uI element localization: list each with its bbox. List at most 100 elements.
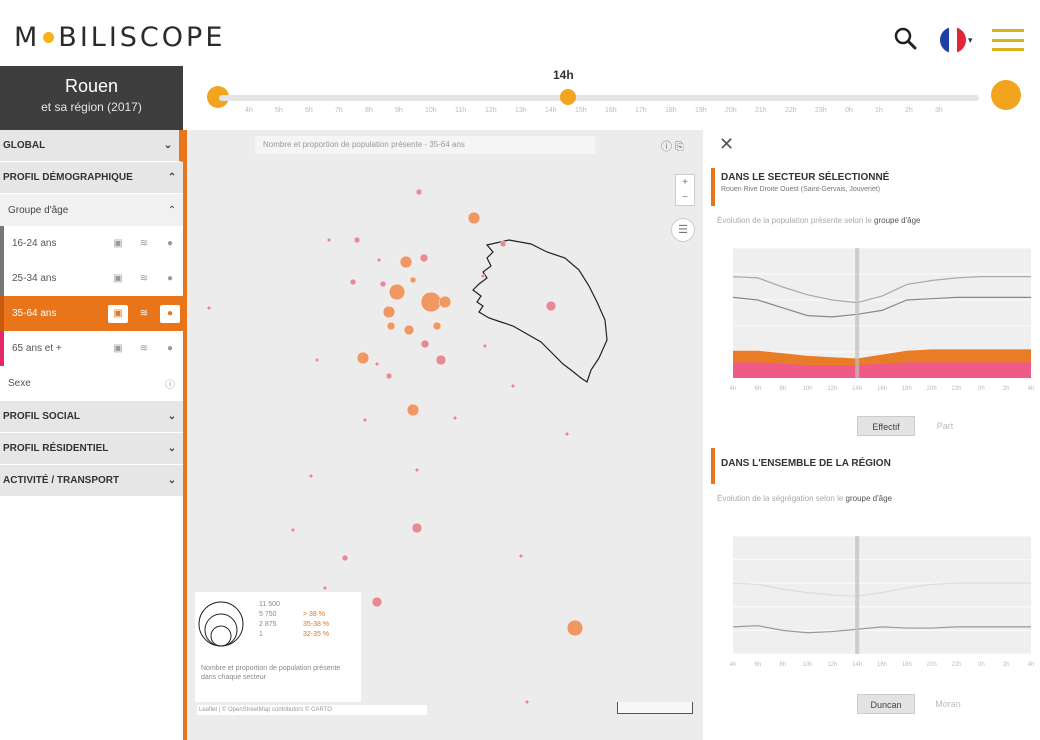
sector-circle[interactable] xyxy=(409,276,417,284)
sector-circle[interactable] xyxy=(341,554,349,562)
sector-circle[interactable] xyxy=(524,699,530,705)
sector-circle[interactable] xyxy=(510,383,516,389)
sector-circle[interactable] xyxy=(419,253,429,263)
sector-circle[interactable] xyxy=(420,339,430,349)
sector-circle[interactable] xyxy=(435,354,447,366)
chart2-control-value[interactable]: groupe d'âge xyxy=(845,494,893,503)
chart-icon[interactable]: ≋ xyxy=(139,308,149,319)
timeline-tick-label[interactable]: 21h xyxy=(755,107,767,114)
sector-circle[interactable] xyxy=(545,300,557,312)
sector-circle[interactable] xyxy=(308,473,314,479)
timeline-tick-label[interactable]: 20h xyxy=(725,107,737,114)
sector-circle[interactable] xyxy=(399,255,413,269)
sidebar-item-25-34[interactable]: 25-34 ans ▣ ≋ ● xyxy=(0,261,183,296)
chart-icon[interactable]: ≋ xyxy=(139,343,149,354)
info-icon[interactable]: ● xyxy=(166,343,174,354)
timeline-tick-label[interactable]: 0h xyxy=(845,107,853,114)
sidebar-item-35-64[interactable]: 35-64 ans ▣ ≋ ● xyxy=(0,296,183,331)
map-icon[interactable]: ▣ xyxy=(108,304,128,323)
sector-circle[interactable] xyxy=(290,527,296,533)
layers-icon[interactable]: ☰ xyxy=(671,218,695,242)
sector-circle[interactable] xyxy=(371,596,383,608)
map-attribution[interactable]: Leaflet | © OpenStreetMap contributors ©… xyxy=(197,705,427,715)
close-icon[interactable]: ✕ xyxy=(719,134,735,154)
timeline-tick-label[interactable]: 19h xyxy=(695,107,707,114)
info-icon[interactable]: ● xyxy=(166,238,174,249)
timeline-handle[interactable] xyxy=(560,89,576,105)
sector-circle[interactable] xyxy=(362,417,368,423)
language-caret-icon[interactable]: ▾ xyxy=(968,35,973,45)
timeline-tick-label[interactable]: 12h xyxy=(485,107,497,114)
sector-circle[interactable] xyxy=(420,291,442,313)
chart2-control[interactable]: Évolution de la ségrégation selon le gro… xyxy=(717,494,1037,503)
part-button[interactable]: Part xyxy=(925,416,965,436)
logo[interactable]: M BILISCOPE xyxy=(14,22,225,53)
sidebar-item-65-plus[interactable]: 65 ans et + ▣ ≋ ● xyxy=(0,331,183,366)
map[interactable]: Nombre et proportion de population prése… xyxy=(183,130,703,740)
sector-circle[interactable] xyxy=(322,585,328,591)
sector-circle[interactable] xyxy=(403,324,415,336)
sector-circle[interactable] xyxy=(406,403,420,417)
map-buttons[interactable]: ⓘ ⎘ xyxy=(661,138,684,154)
sector-circle[interactable] xyxy=(480,273,486,279)
chart-icon[interactable]: ≋ xyxy=(139,238,149,249)
search-icon[interactable] xyxy=(893,26,917,50)
timeline-track[interactable] xyxy=(219,95,979,101)
sector-circle[interactable] xyxy=(452,415,458,421)
timeline-tick-label[interactable]: 3h xyxy=(935,107,943,114)
sector-circle[interactable] xyxy=(438,295,452,309)
sector-circle[interactable] xyxy=(385,372,393,380)
timeline-tick-label[interactable]: 1h xyxy=(875,107,883,114)
timeline-tick-label[interactable]: 22h xyxy=(785,107,797,114)
sector-circle[interactable] xyxy=(566,619,584,637)
sector-circle[interactable] xyxy=(356,351,370,365)
sector-circle[interactable] xyxy=(386,321,396,331)
timeline-tick-label[interactable]: 18h xyxy=(665,107,677,114)
timeline-tick-label[interactable]: 23h xyxy=(815,107,827,114)
sector-circle[interactable] xyxy=(482,343,488,349)
sector-circle[interactable] xyxy=(314,357,320,363)
timeline-end-icon[interactable] xyxy=(991,80,1021,110)
city-box[interactable]: Rouen et sa région (2017) xyxy=(0,66,183,130)
duncan-button[interactable]: Duncan xyxy=(857,694,915,714)
flag-fr-icon[interactable] xyxy=(940,27,966,53)
sector-circle[interactable] xyxy=(388,283,406,301)
sector-circle[interactable] xyxy=(353,236,361,244)
map-icon[interactable]: ▣ xyxy=(113,343,123,354)
timeline-tick-label[interactable]: 10h xyxy=(425,107,437,114)
chart-icon[interactable]: ≋ xyxy=(139,273,149,284)
help-circle-icon[interactable]: ⓘ xyxy=(165,380,175,391)
indicator-selector[interactable]: Nombre et proportion de population prése… xyxy=(255,136,595,154)
sidebar-item-sexe[interactable]: Sexe ⓘ xyxy=(0,366,183,401)
info-icon[interactable]: ● xyxy=(160,304,180,323)
sector-circle[interactable] xyxy=(518,553,524,559)
timeline-tick-label[interactable]: 5h xyxy=(275,107,283,114)
map-icon[interactable]: ▣ xyxy=(113,238,123,249)
moran-button[interactable]: Moran xyxy=(925,694,971,714)
timeline-tick-label[interactable]: 15h xyxy=(575,107,587,114)
sector-circle[interactable] xyxy=(564,431,570,437)
sector-circle[interactable] xyxy=(415,188,423,196)
timeline-tick-label[interactable]: 13h xyxy=(515,107,527,114)
nav-demographic[interactable]: PROFIL DÉMOGRAPHIQUE ⌃ xyxy=(0,162,183,194)
sector-circle[interactable] xyxy=(432,321,442,331)
series-area[interactable] xyxy=(733,362,1031,378)
zoom-control[interactable]: + − xyxy=(675,174,695,206)
age-group-header[interactable]: Groupe d'âge ⌃ xyxy=(0,194,183,226)
nav-residential[interactable]: PROFIL RÉSIDENTIEL ⌄ xyxy=(0,433,183,465)
sector-circle[interactable] xyxy=(349,278,357,286)
series-line[interactable] xyxy=(732,625,1031,634)
timeline-tick-label[interactable]: 9h xyxy=(395,107,403,114)
series-line[interactable] xyxy=(732,275,1031,304)
region-chart[interactable]: 4h 6h 8h 10h 12h 14h 16h 18h 20h 22h 0h 2h 4h xyxy=(711,530,1039,670)
chart1-control[interactable]: Évolution de la population présente selo… xyxy=(717,216,1037,225)
map-icon[interactable]: ▣ xyxy=(113,273,123,284)
timeline-tick-label[interactable]: 16h xyxy=(605,107,617,114)
sector-circle[interactable] xyxy=(414,467,420,473)
sector-circle[interactable] xyxy=(467,211,481,225)
timeline-tick-label[interactable]: 2h xyxy=(905,107,913,114)
nav-activity[interactable]: ACTIVITÉ / TRANSPORT ⌄ xyxy=(0,465,183,497)
timeline-tick-label[interactable]: 14h xyxy=(545,107,557,114)
timeline-tick-label[interactable]: 8h xyxy=(365,107,373,114)
sector-chart[interactable]: 4h 6h 8h 10h 12h 14h 16h 18h 20h 22h 0h 2h 4h xyxy=(711,242,1039,394)
